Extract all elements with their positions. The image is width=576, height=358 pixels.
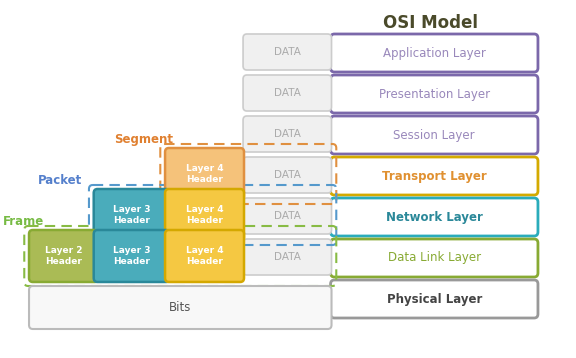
Text: DATA: DATA <box>274 170 301 180</box>
FancyBboxPatch shape <box>243 34 332 70</box>
Text: Segment: Segment <box>113 133 173 146</box>
FancyBboxPatch shape <box>331 239 538 277</box>
Text: Session Layer: Session Layer <box>393 129 475 141</box>
Text: Network Layer: Network Layer <box>386 211 483 223</box>
Text: Presentation Layer: Presentation Layer <box>378 87 490 101</box>
Text: Layer 2
Header: Layer 2 Header <box>45 246 82 266</box>
FancyBboxPatch shape <box>243 239 332 275</box>
Text: DATA: DATA <box>274 211 301 221</box>
FancyBboxPatch shape <box>331 157 538 195</box>
FancyBboxPatch shape <box>29 230 98 282</box>
Text: Layer 4
Header: Layer 4 Header <box>185 246 223 266</box>
Text: Layer 3
Header: Layer 3 Header <box>113 205 150 225</box>
Text: OSI Model: OSI Model <box>383 14 478 32</box>
Text: DATA: DATA <box>274 129 301 139</box>
Text: Data Link Layer: Data Link Layer <box>388 252 481 265</box>
Text: Frame: Frame <box>3 215 44 228</box>
FancyBboxPatch shape <box>243 75 332 111</box>
FancyBboxPatch shape <box>331 34 538 72</box>
FancyBboxPatch shape <box>243 116 332 152</box>
Text: Layer 4
Header: Layer 4 Header <box>185 205 223 225</box>
FancyBboxPatch shape <box>94 189 170 241</box>
Text: DATA: DATA <box>274 252 301 262</box>
Text: Physical Layer: Physical Layer <box>386 292 482 305</box>
FancyBboxPatch shape <box>94 230 170 282</box>
FancyBboxPatch shape <box>243 198 332 234</box>
Text: Transport Layer: Transport Layer <box>382 169 487 183</box>
Text: DATA: DATA <box>274 88 301 98</box>
Text: Layer 3
Header: Layer 3 Header <box>113 246 150 266</box>
FancyBboxPatch shape <box>331 116 538 154</box>
FancyBboxPatch shape <box>331 198 538 236</box>
Text: Packet: Packet <box>38 174 82 187</box>
Text: Bits: Bits <box>169 301 191 314</box>
Text: DATA: DATA <box>274 47 301 57</box>
FancyBboxPatch shape <box>331 280 538 318</box>
Text: Layer 4
Header: Layer 4 Header <box>185 164 223 184</box>
FancyBboxPatch shape <box>29 286 332 329</box>
FancyBboxPatch shape <box>165 230 244 282</box>
FancyBboxPatch shape <box>331 75 538 113</box>
FancyBboxPatch shape <box>243 157 332 193</box>
Text: Application Layer: Application Layer <box>383 47 486 59</box>
FancyBboxPatch shape <box>165 148 244 200</box>
FancyBboxPatch shape <box>165 189 244 241</box>
